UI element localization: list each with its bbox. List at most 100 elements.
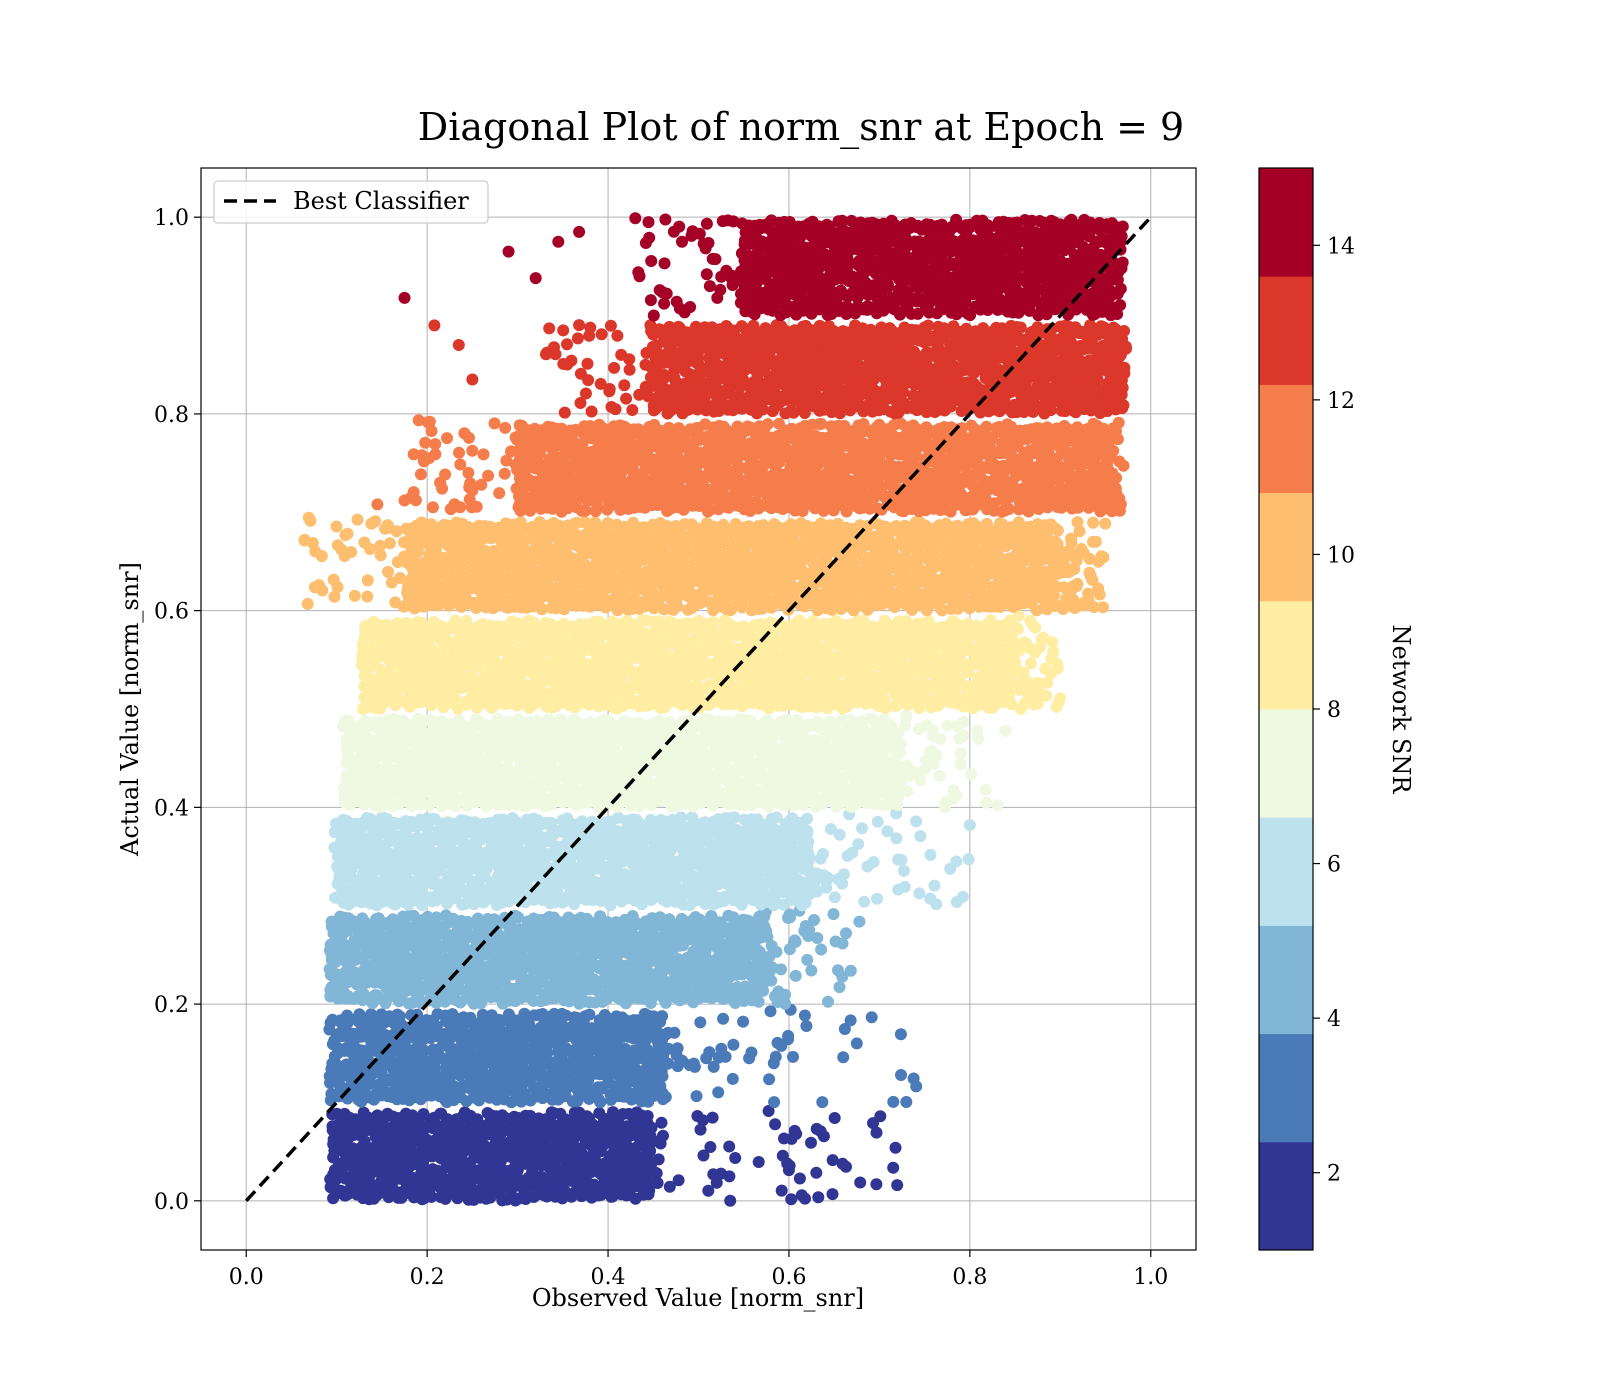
scatter-point (583, 1112, 595, 1125)
scatter-point (329, 968, 342, 980)
scatter-point (783, 943, 796, 956)
scatter-point (371, 1109, 384, 1122)
scatter-point (771, 1036, 784, 1049)
scatter-point (918, 763, 931, 776)
scatter-point (957, 716, 970, 728)
scatter-point (707, 1060, 720, 1073)
scatter-point (779, 997, 792, 1010)
scatter-point (464, 1011, 477, 1024)
scatter-point (753, 945, 766, 958)
scatter-point (803, 881, 816, 894)
scatter-point (560, 1071, 572, 1084)
scatter-points (298, 212, 1132, 1207)
scatter-point (535, 1170, 548, 1183)
scatter-point (775, 1184, 788, 1197)
scatter-point (353, 1008, 366, 1021)
scatter-point (697, 1149, 710, 1162)
scatter-band (355, 609, 1067, 715)
scatter-point (510, 815, 523, 828)
scatter-point (358, 1135, 371, 1148)
scatter-point (655, 1116, 668, 1129)
scatter-point (448, 1080, 461, 1093)
scatter-point (335, 1081, 348, 1094)
scatter-point (488, 1148, 500, 1161)
scatter-point (871, 815, 884, 828)
scatter-point (793, 1172, 806, 1185)
scatter-point (359, 1165, 372, 1177)
scatter-point (806, 870, 819, 883)
scatter-point (979, 783, 992, 796)
scatter-point (724, 1194, 737, 1207)
scatter-point (826, 1154, 839, 1167)
scatter-point (954, 758, 967, 771)
scatter-point (417, 1108, 430, 1120)
scatter-point (670, 1049, 683, 1062)
scatter-point (836, 970, 849, 983)
scatter-point (700, 1052, 713, 1065)
scatter-point (946, 793, 959, 806)
scatter-point (900, 1096, 913, 1108)
scatter-point (702, 1184, 715, 1197)
scatter-point (417, 1155, 430, 1168)
scatter-point (800, 1020, 813, 1032)
scatter-band (328, 807, 975, 912)
scatter-point (524, 973, 536, 985)
scatter-point (672, 953, 685, 966)
scatter-point (801, 953, 814, 966)
scatter-point (764, 1005, 777, 1018)
scatter-point (852, 838, 865, 851)
scatter-point (727, 1038, 740, 1051)
scatter-point (675, 811, 687, 824)
scatter-point (783, 908, 796, 921)
scatter-point (817, 848, 829, 860)
scatter-point (881, 825, 894, 838)
scatter-point (767, 1057, 780, 1070)
scatter-point (476, 1008, 489, 1021)
scatter-point (359, 916, 371, 929)
scatter-point (840, 927, 852, 940)
scatter-point (560, 1186, 572, 1199)
scatter-point (814, 1125, 827, 1138)
scatter-point (372, 1133, 385, 1146)
scatter-point (406, 1128, 419, 1141)
scatter-point (836, 1157, 849, 1170)
scatter-point (897, 864, 910, 877)
scatter-point (858, 895, 871, 908)
scatter-point (358, 990, 371, 1003)
scatter-point (541, 1141, 554, 1154)
scatter-point (763, 1073, 776, 1086)
scatter-point (723, 1170, 736, 1183)
scatter-point (335, 1184, 347, 1197)
scatter-point (941, 719, 954, 732)
scatter-point (924, 848, 937, 861)
scatter-point (584, 716, 597, 729)
scatter-point (712, 1051, 725, 1064)
scatter-point (768, 1096, 781, 1109)
scatter-point (769, 1118, 782, 1131)
scatter-point (798, 1009, 811, 1022)
scatter-point (782, 1029, 795, 1042)
scatter-point (696, 1114, 709, 1127)
scatter-point (883, 718, 896, 731)
scatter-point (887, 1095, 900, 1108)
scatter-point (833, 828, 846, 841)
scatter-point (801, 812, 814, 825)
scatter-point (683, 1059, 696, 1072)
scatter-point (828, 1112, 841, 1124)
scatter-point (787, 1050, 799, 1063)
scatter-point (826, 1188, 839, 1201)
scatter-point (764, 964, 777, 977)
scatter-point (690, 1090, 703, 1103)
scatter-point (785, 1193, 798, 1206)
scatter-point (895, 760, 908, 773)
scatter-point (712, 1086, 725, 1099)
scatter-point (706, 982, 719, 994)
scatter-point (619, 1042, 631, 1055)
scatter-point (370, 989, 383, 1002)
scatter-point (704, 1141, 717, 1153)
scatter-band (337, 709, 1012, 813)
scatter-point (763, 950, 776, 963)
scatter-point (802, 835, 815, 848)
scatter-point (910, 815, 923, 828)
scatter-point (972, 732, 985, 745)
